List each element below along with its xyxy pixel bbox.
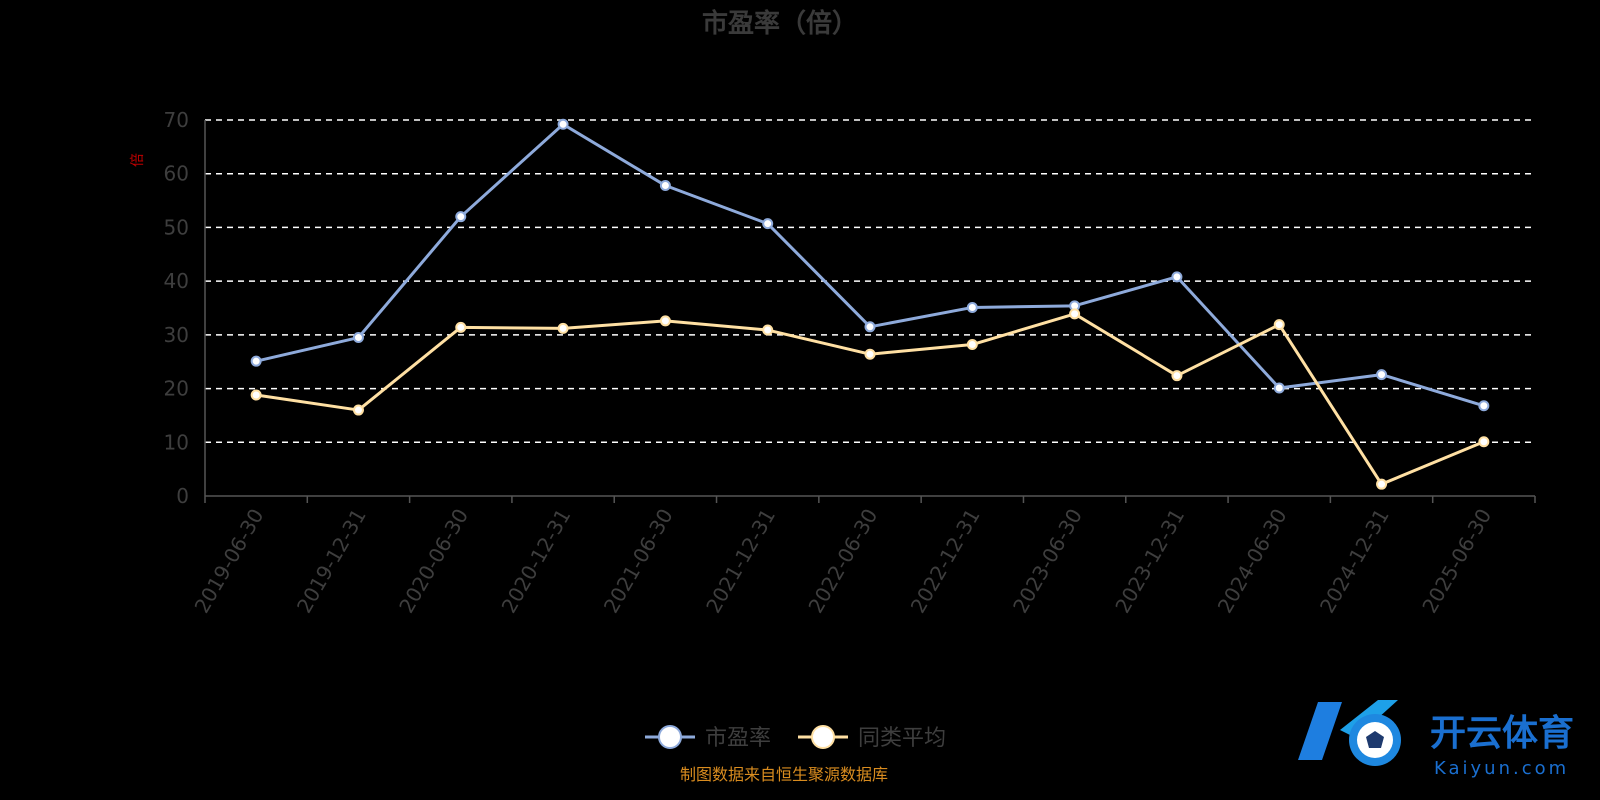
legend-marker-swatch [658, 725, 682, 749]
brand-watermark: 开云体育 Kaiyun.com [1298, 700, 1574, 779]
x-tick-label: 2023-12-31 [1110, 505, 1189, 618]
data-point[interactable] [557, 322, 569, 334]
x-tick-label: 2024-06-30 [1213, 505, 1292, 618]
series-line [255, 122, 1485, 408]
y-tick-label: 50 [164, 215, 189, 239]
legend-label: 市盈率 [705, 726, 771, 751]
x-tick-label: 2021-06-30 [599, 505, 678, 618]
data-point[interactable] [762, 324, 774, 336]
kaiyun-k-football-logo-icon [1298, 700, 1401, 766]
data-point[interactable] [455, 321, 467, 333]
data-point[interactable] [659, 180, 671, 192]
x-tick-label: 2022-12-31 [906, 504, 985, 617]
data-point[interactable] [250, 355, 262, 367]
brand-name-en: Kaiyun.com [1434, 758, 1569, 779]
data-point[interactable] [1273, 382, 1285, 394]
data-point[interactable] [966, 339, 978, 351]
data-point[interactable] [1171, 271, 1183, 283]
data-point[interactable] [659, 315, 671, 327]
data-point[interactable] [1273, 319, 1285, 331]
data-point[interactable] [864, 348, 876, 360]
series-1 [250, 118, 1490, 412]
data-point[interactable] [1376, 369, 1388, 381]
legend-item[interactable]: 市盈率 [645, 725, 771, 751]
series-lines [250, 118, 1490, 490]
axes [204, 120, 1536, 503]
data-point[interactable] [1478, 400, 1490, 412]
data-source-note: 制图数据来自恒生聚源数据库 [680, 765, 888, 784]
x-tick-label: 2019-06-30 [190, 505, 269, 618]
data-point[interactable] [352, 332, 364, 344]
x-tick-label: 2020-06-30 [394, 505, 473, 618]
legend[interactable]: 市盈率 同类平均 [645, 725, 946, 751]
x-axis-ticks: 2019-06-30 2019-12-31 2020-06-30 2020-12-31… [190, 504, 1497, 617]
x-tick-label: 2019-12-31 [292, 505, 371, 618]
y-tick-label: 60 [164, 162, 189, 186]
x-tick-label: 2021-12-31 [701, 505, 780, 618]
series-2 [250, 308, 1490, 490]
legend-label: 同类平均 [858, 726, 946, 751]
x-tick-label: 2025-06-30 [1417, 505, 1496, 618]
data-point[interactable] [1376, 478, 1388, 490]
y-axis-ticks: 0 10 20 30 40 50 60 70 [164, 108, 189, 508]
x-tick-label: 2024-12-31 [1315, 505, 1394, 618]
brand-name-cn: 开云体育 [1430, 713, 1574, 754]
data-point[interactable] [352, 404, 364, 416]
data-point[interactable] [557, 118, 569, 130]
data-point[interactable] [250, 389, 262, 401]
series-line [255, 312, 1485, 486]
data-point[interactable] [762, 218, 774, 230]
chart-title: 市盈率（倍） [702, 8, 858, 39]
y-tick-label: 30 [164, 323, 189, 347]
y-tick-label: 70 [164, 108, 189, 132]
data-point[interactable] [1069, 308, 1081, 320]
x-tick-label: 2023-06-30 [1008, 505, 1087, 618]
data-point[interactable] [455, 211, 467, 223]
y-tick-label: 40 [164, 269, 189, 293]
legend-item[interactable]: 同类平均 [798, 725, 946, 751]
grid-lines [205, 119, 1535, 444]
y-tick-label: 20 [164, 377, 189, 401]
y-tick-label: 10 [164, 430, 189, 454]
x-tick-label: 2020-12-31 [497, 505, 576, 618]
data-point[interactable] [1478, 436, 1490, 448]
y-tick-label: 0 [176, 484, 189, 508]
data-point[interactable] [1171, 370, 1183, 382]
legend-marker-swatch [811, 725, 835, 749]
data-point[interactable] [966, 301, 978, 313]
x-tick-label: 2022-06-30 [803, 505, 882, 618]
y-axis-unit-label: 倍 [130, 153, 146, 167]
data-point[interactable] [864, 321, 876, 333]
